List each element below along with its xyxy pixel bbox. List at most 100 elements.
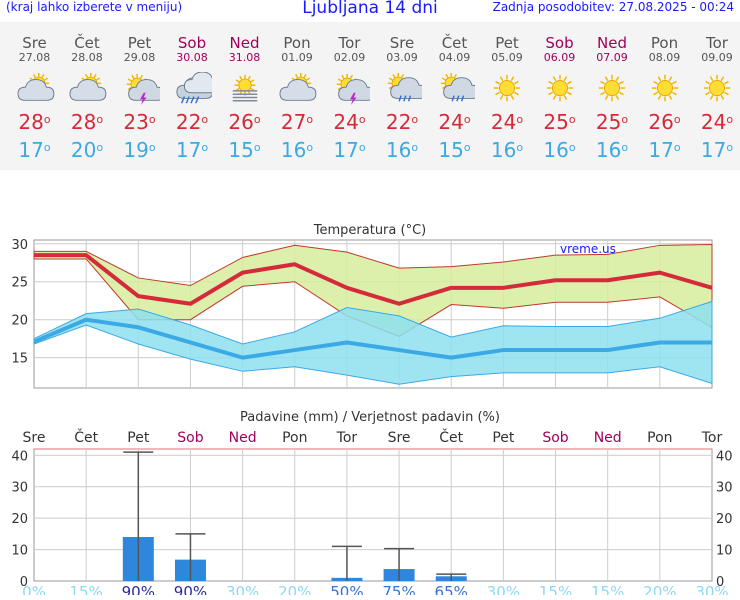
y-tick-label: 20 <box>11 314 28 329</box>
degree-symbol: o <box>673 113 681 126</box>
max-temperature: 24o <box>428 110 481 134</box>
min-temperature: 15o <box>218 138 271 162</box>
max-temperature: 28o <box>61 110 114 134</box>
day-name: Sob <box>545 34 574 52</box>
min-temperature-band <box>33 300 713 385</box>
precipitation-probability: 0% <box>22 583 46 595</box>
degree-symbol: o <box>201 113 209 126</box>
day-date: 08.09 <box>648 51 681 64</box>
forecast-day: Pet 05.09 24o 16o <box>481 22 534 162</box>
forecast-day: Ned 31.08 26o 15o <box>218 22 271 162</box>
day-name: Tor <box>706 34 728 52</box>
day-name: Ned <box>229 34 260 52</box>
min-temperature-value: 16 <box>595 138 622 162</box>
degree-symbol: o <box>148 141 156 154</box>
min-temperature-value: 16 <box>385 138 412 162</box>
day-name: Čet <box>441 34 468 52</box>
sun-icon <box>493 74 521 102</box>
y-tick-label-left: 40 <box>11 449 28 464</box>
degree-symbol: o <box>568 141 576 154</box>
partly-cloudy-icon <box>69 72 107 101</box>
temperature-chart-title: Temperatura (°C) <box>313 223 426 238</box>
sun-icon <box>546 74 573 102</box>
x-category-label: Pon <box>282 430 307 446</box>
day-date: 04.09 <box>438 51 471 64</box>
day-date: 30.08 <box>176 51 208 64</box>
precipitation-probability: 15% <box>591 583 624 595</box>
sun-icon <box>651 74 678 102</box>
menu-hint: (kraj lahko izberete v meniju) <box>6 0 183 14</box>
precipitation-probability: 30% <box>487 583 520 595</box>
max-temperature: 24o <box>481 110 534 134</box>
min-temperature: 17o <box>638 138 691 162</box>
last-updated: Zadnja posodobitev: 27.08.2025 - 00:24 <box>492 0 734 14</box>
precipitation-probability: 20% <box>643 583 676 595</box>
day-date: 07.09 <box>596 51 628 64</box>
degree-symbol: o <box>516 113 524 126</box>
y-tick-label-right: 20 <box>716 512 733 527</box>
max-temperature-value: 26 <box>228 110 254 134</box>
max-temperature: 22o <box>166 110 219 134</box>
sun-fog-icon <box>232 74 257 102</box>
x-category-label: Ned <box>594 430 622 446</box>
degree-symbol: o <box>253 113 261 126</box>
x-category-label: Pet <box>127 430 150 446</box>
temperature-chart: Temperatura (°C) 15 20 25 30 vreme.us <box>11 223 713 389</box>
max-temperature-value: 22 <box>385 110 412 134</box>
forecast-day: Čet 28.08 28o 20o <box>61 22 114 162</box>
max-temperature-value: 28 <box>18 110 44 134</box>
forecast-day: Pon 08.09 26o 17o <box>638 22 691 162</box>
x-category-label: Pon <box>647 430 672 446</box>
min-temperature: 19o <box>113 138 166 162</box>
degree-symbol: o <box>201 141 209 154</box>
day-date: 01.09 <box>281 51 313 64</box>
x-category-label: Ned <box>229 430 257 446</box>
y-tick-label-left: 10 <box>11 544 28 559</box>
sun-icon <box>598 74 626 102</box>
max-temperature: 27o <box>271 110 324 134</box>
y-tick-label-right: 10 <box>716 544 733 559</box>
forecast-panel: Sre 27.08 28o 17o Čet 28.08 28o 20o Pet 29.08 23o 1… <box>0 22 740 170</box>
max-temperature-value: 26 <box>648 110 674 134</box>
min-temperature: 20o <box>61 138 114 162</box>
sun-cloud-rain-icon <box>440 72 475 102</box>
degree-symbol: o <box>96 113 104 126</box>
max-temperature-value: 23 <box>123 110 149 134</box>
degree-symbol: o <box>306 141 314 154</box>
x-category-label: Čet <box>74 428 98 446</box>
min-temperature-value: 15 <box>228 138 254 162</box>
forecast-day: Čet 04.09 24o 15o <box>428 22 481 162</box>
forecast-day: Sre 03.09 22o 16o <box>376 22 429 162</box>
min-temperature-value: 15 <box>438 138 464 162</box>
max-temperature: 24o <box>691 110 740 134</box>
max-temperature-value: 25 <box>595 110 622 134</box>
precipitation-probability: 50% <box>330 583 363 595</box>
degree-symbol: o <box>516 141 524 154</box>
forecast-day: Sob 30.08 22o 17o <box>166 22 219 162</box>
precipitation-probability: 75% <box>382 583 415 595</box>
degree-symbol: o <box>463 141 471 154</box>
max-temperature: 23o <box>113 110 166 134</box>
page-title: Ljubljana 14 dni <box>302 0 438 18</box>
max-temperature-line <box>34 253 713 306</box>
min-temperature: 16o <box>533 138 586 162</box>
precipitation-probability: 90% <box>174 583 207 595</box>
degree-symbol: o <box>568 113 576 126</box>
max-temperature: 28o <box>8 110 61 134</box>
day-name: Sob <box>177 34 207 52</box>
max-temperature-value: 28 <box>70 110 97 134</box>
max-temperature-value: 24 <box>438 110 464 134</box>
forecast-day: Pon 01.09 27o 16o <box>271 22 324 162</box>
precipitation-probability: 65% <box>435 583 468 595</box>
x-category-label: Pet <box>492 430 515 446</box>
x-category-label: Sob <box>542 430 568 446</box>
min-temperature: 17o <box>323 138 376 162</box>
max-temperature-value: 22 <box>175 110 202 134</box>
max-temperature-value: 27 <box>280 110 307 134</box>
x-category-label: Sre <box>388 430 411 446</box>
day-date: 09.09 <box>701 51 733 64</box>
y-tick-label: 15 <box>11 352 28 367</box>
min-temperature-line <box>33 317 712 360</box>
day-date: 06.09 <box>543 51 576 64</box>
min-temperature: 16o <box>271 138 324 162</box>
